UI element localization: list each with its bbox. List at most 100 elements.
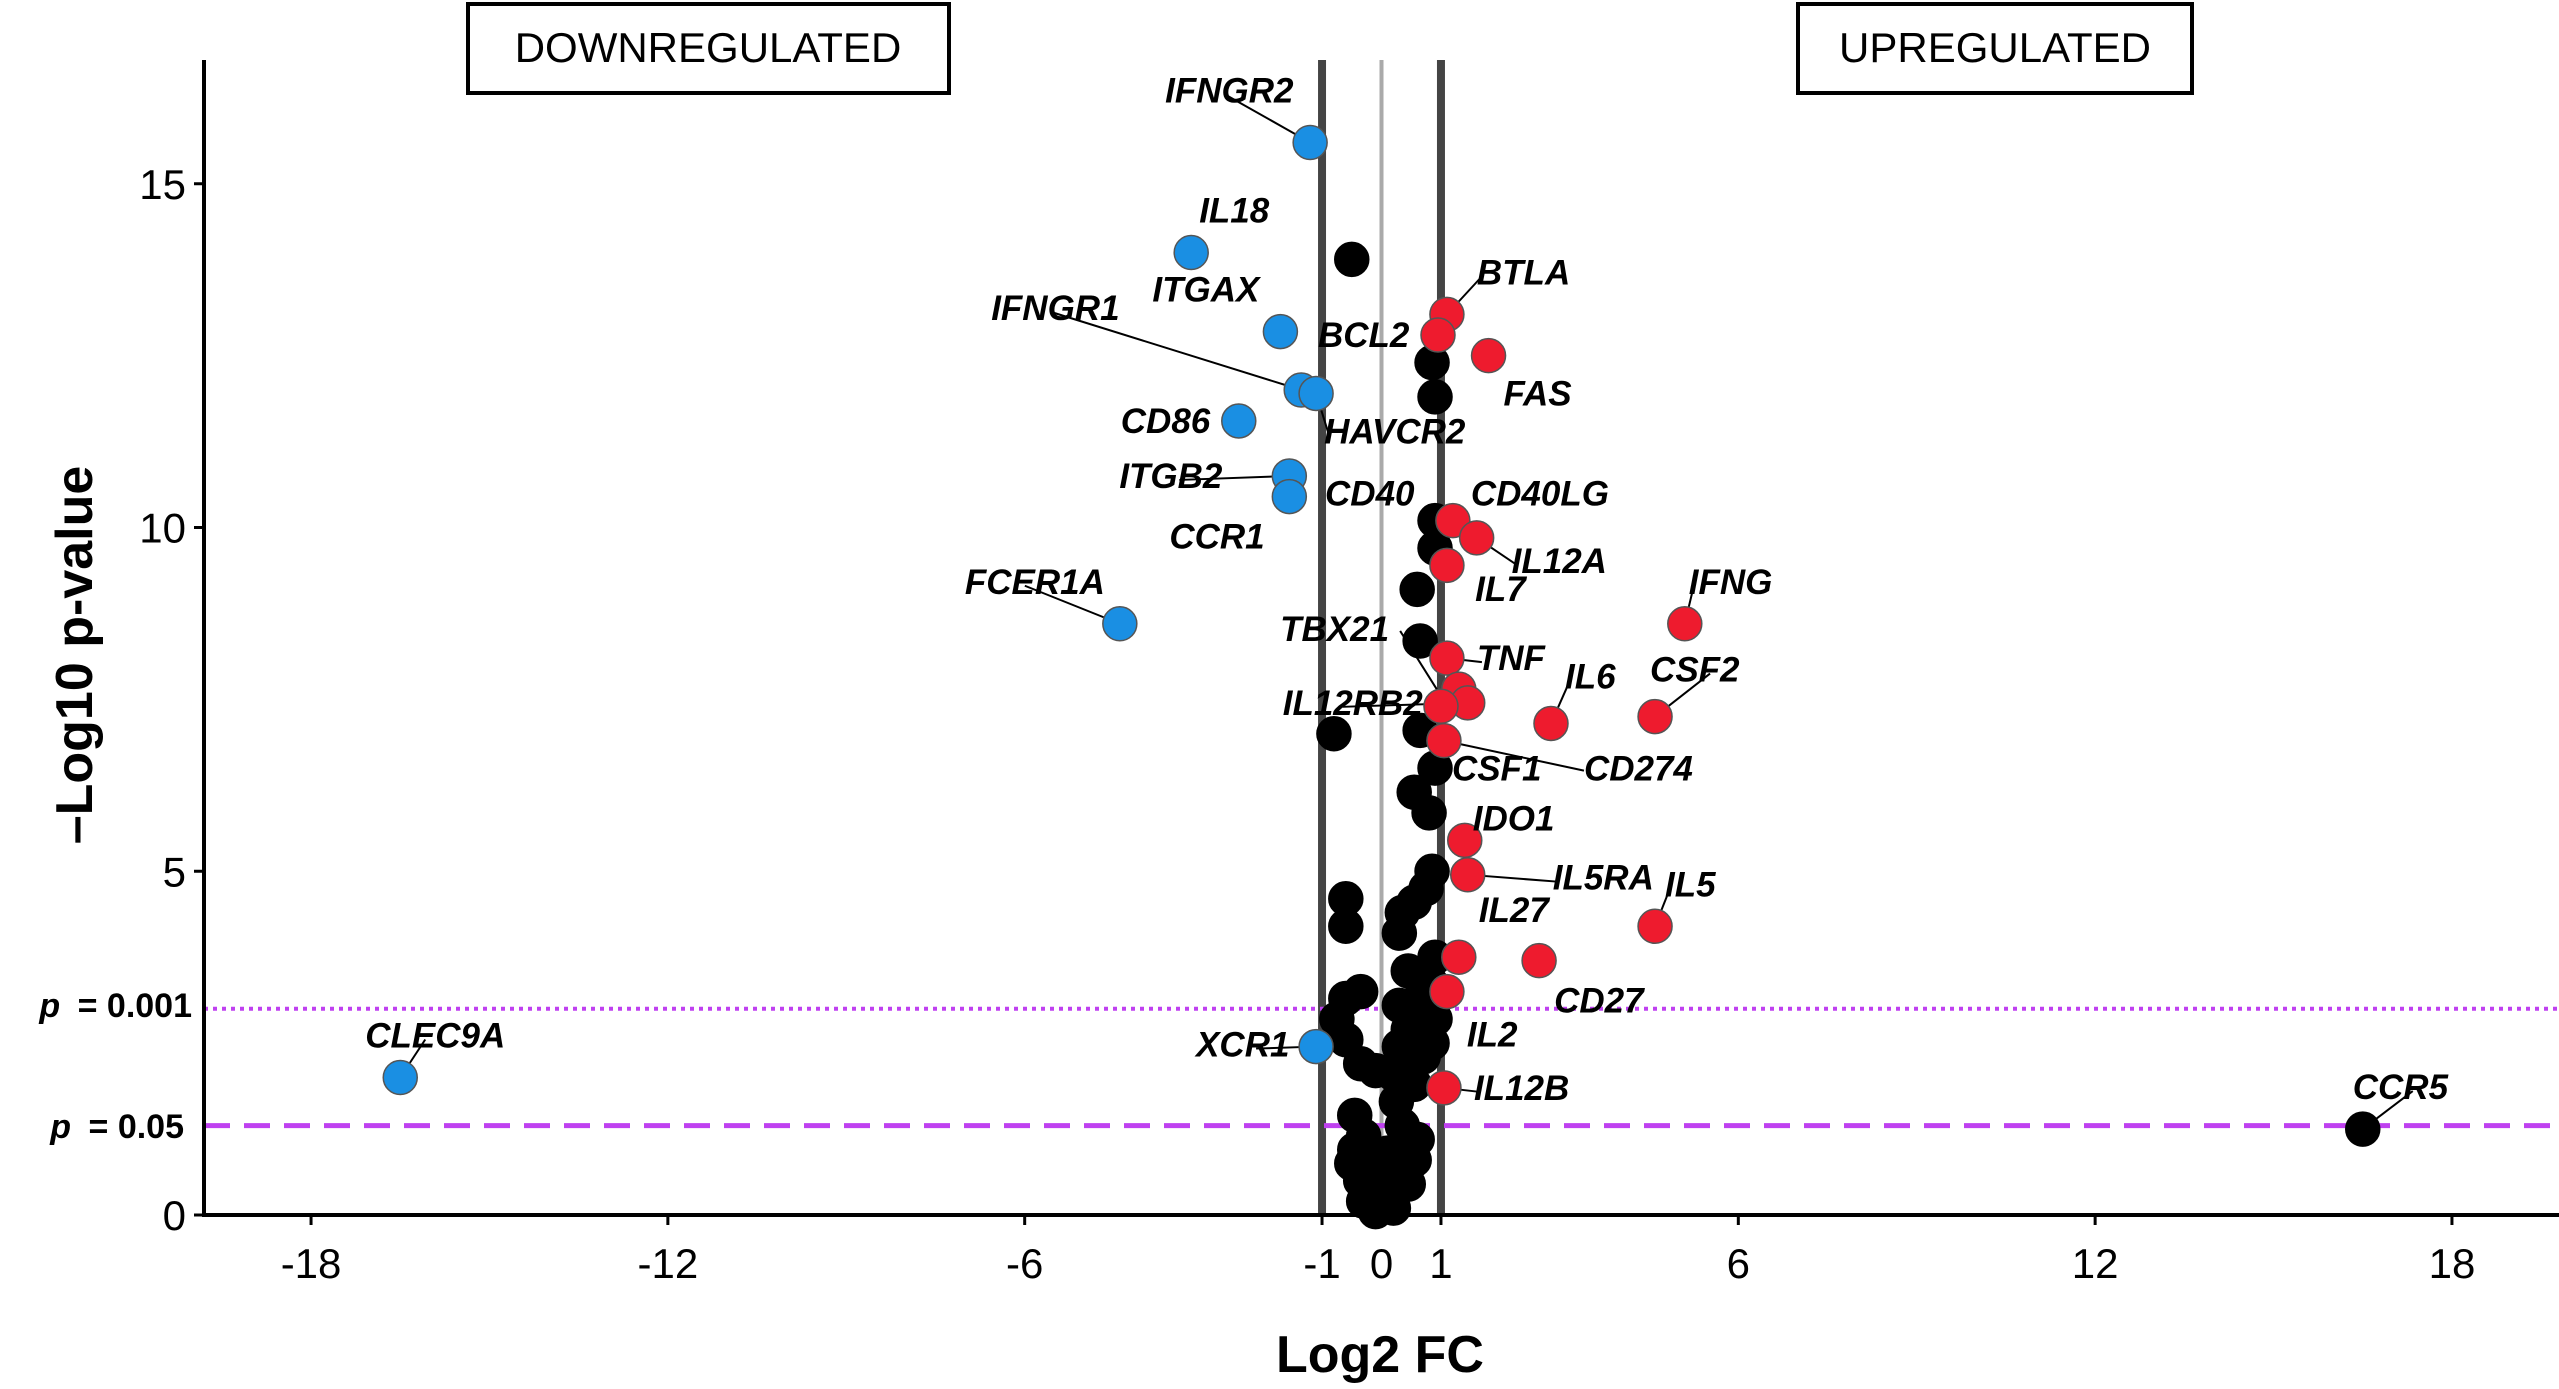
point-up	[1429, 547, 1465, 584]
threshold-p-001: p	[38, 987, 60, 1025]
point-down-clec9a	[382, 1059, 418, 1096]
point-up-il12a	[1458, 520, 1495, 556]
point-up-il5ra	[1449, 856, 1486, 893]
gene-label-ccr1: CCR1	[1169, 518, 1264, 557]
gene-label-il18: IL18	[1199, 192, 1270, 231]
point-up	[1423, 688, 1459, 724]
point-up-il27	[1441, 939, 1477, 975]
x-tick-label: 6	[1727, 1240, 1750, 1287]
threshold-value-001: = 0.001	[78, 987, 192, 1025]
gene-label-ifngr1: IFNGR1	[991, 289, 1119, 328]
y-tick-label: 15	[139, 161, 186, 208]
downregulated-label: DOWNREGULATED	[515, 24, 902, 71]
leader-cd274	[1443, 739, 1585, 772]
gene-label-ifngr2: IFNGR2	[1165, 72, 1294, 111]
point-up-fas	[1470, 337, 1507, 374]
y-axis-title: –Log10 p-value	[46, 466, 104, 845]
gene-label-il12rb2: IL12RB2	[1283, 684, 1424, 723]
point-down-cd86	[1221, 403, 1257, 439]
point-down-itgax	[1262, 313, 1299, 350]
data-points	[382, 124, 2381, 1230]
point-down-ccr1	[1271, 478, 1308, 515]
x-axis-title: Log2 FC	[1276, 1326, 1484, 1384]
point-up-bcl2	[1420, 317, 1456, 353]
gene-label-havcr2: HAVCR2	[1324, 412, 1466, 451]
gene-label-tbx21: TBX21	[1280, 610, 1389, 649]
gene-labels: CCR5 IFNGR2 IL18 ITGAX IFNGR1 HAVCR2 CD86 ITGB2…	[365, 72, 2448, 1108]
gene-label-cd40: CD40	[1325, 475, 1415, 514]
x-tick-label: -6	[1006, 1240, 1043, 1287]
point-up-tnf	[1429, 640, 1465, 676]
point-up-il5	[1637, 908, 1673, 944]
upregulated-label: UPREGULATED	[1839, 24, 2151, 71]
threshold-value-05: = 0.05	[89, 1108, 184, 1146]
gene-label-cd274: CD274	[1584, 750, 1693, 789]
upregulated-box	[1796, 2, 2194, 95]
point-down-il18	[1173, 234, 1209, 271]
gene-label-csf2: CSF2	[1650, 651, 1740, 690]
point-down-havcr2	[1298, 375, 1334, 412]
gene-label-il12b: IL12B	[1474, 1069, 1569, 1108]
gene-label-fas: FAS	[1504, 375, 1572, 414]
point-ns	[1357, 1193, 1394, 1230]
leader-ifngr1	[1050, 311, 1302, 391]
point-ns	[1381, 915, 1418, 951]
gene-label-il27: IL27	[1479, 891, 1551, 930]
threshold-label-001: p = 0.001	[38, 987, 192, 1025]
gene-label-cd86: CD86	[1121, 402, 1211, 441]
gene-label-bcl2: BCL2	[1318, 316, 1410, 355]
point-down-fcer1a	[1102, 606, 1138, 642]
gene-label-il5: IL5	[1665, 865, 1716, 904]
gene-label-itgax: ITGAX	[1152, 271, 1262, 310]
point-up-csf1	[1426, 722, 1462, 759]
point-ns	[1334, 241, 1370, 278]
threshold-p-05: p	[49, 1108, 71, 1146]
gene-label-il7: IL7	[1475, 570, 1527, 609]
point-up-csf2	[1637, 698, 1673, 735]
y-tick-label: 10	[139, 505, 186, 552]
x-tick-label: 12	[2072, 1240, 2119, 1287]
point-ns	[1411, 795, 1447, 831]
gene-label-ccr5: CCR5	[2353, 1068, 2449, 1107]
x-tick-label: -1	[1303, 1240, 1340, 1287]
gene-label-tnf: TNF	[1477, 639, 1547, 678]
downregulated-box	[466, 2, 951, 95]
gene-label-il6: IL6	[1565, 657, 1616, 696]
point-down-ifngr2	[1292, 124, 1328, 161]
point-ns	[1316, 716, 1352, 752]
point-down-xcr1	[1298, 1028, 1334, 1065]
point-up-ifng	[1667, 606, 1703, 642]
point-ns	[1402, 623, 1438, 659]
gene-label-xcr1: XCR1	[1194, 1026, 1289, 1065]
leader-itgb2	[1179, 474, 1290, 481]
point-up-il12b	[1426, 1070, 1462, 1106]
gene-label-il2: IL2	[1467, 1016, 1518, 1055]
gene-label-fcer1a: FCER1A	[965, 563, 1105, 602]
gene-label-il5ra: IL5RA	[1553, 859, 1654, 898]
point-ns	[1417, 379, 1453, 415]
point-up-il2	[1429, 973, 1465, 1010]
x-tick-label: -12	[638, 1240, 699, 1287]
x-tick-label: 1	[1429, 1240, 1452, 1287]
gene-label-btla: BTLA	[1477, 253, 1570, 292]
gene-label-ido1: IDO1	[1473, 799, 1555, 838]
point-up-cd27	[1521, 942, 1557, 979]
gene-label-cd27: CD27	[1554, 982, 1645, 1021]
gene-label-ifng: IFNG	[1689, 563, 1773, 602]
point-ns-ccr5	[2345, 1111, 2381, 1147]
gene-label-csf1: CSF1	[1452, 750, 1541, 789]
x-tick-label: -18	[281, 1240, 342, 1287]
gene-label-cd40lg: CD40LG	[1471, 475, 1609, 514]
point-up-il6	[1533, 705, 1569, 742]
gene-label-il12a: IL12A	[1512, 542, 1607, 581]
y-tick-label: 5	[163, 848, 186, 895]
x-tick-label: 0	[1370, 1240, 1393, 1287]
point-ns	[1399, 571, 1435, 608]
gene-label-clec9a: CLEC9A	[365, 1017, 505, 1056]
gene-label-itgb2: ITGB2	[1119, 457, 1223, 496]
x-tick-label: 18	[2429, 1240, 2476, 1287]
y-tick-label: 0	[163, 1192, 186, 1239]
threshold-label-05: p = 0.05	[49, 1108, 184, 1146]
